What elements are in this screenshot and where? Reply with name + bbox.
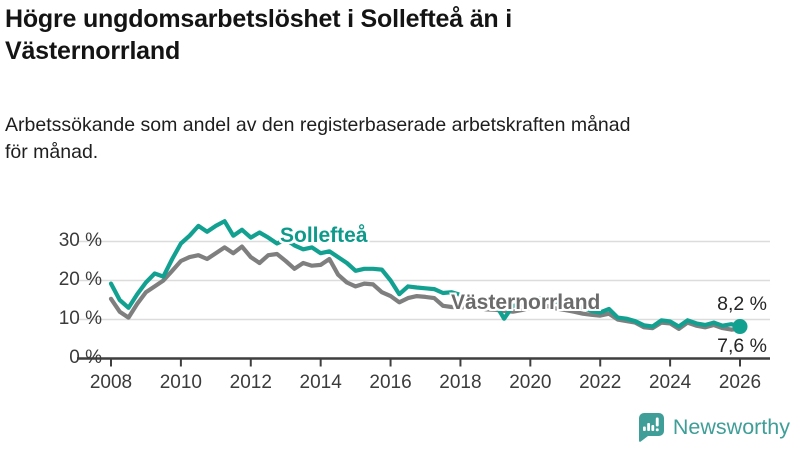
end-value-label-solleftea: 8,2 %	[717, 293, 767, 315]
x-tick-label: 2016	[369, 372, 412, 393]
bar-chart-glyph	[642, 417, 659, 432]
newsworthy-bubble-icon	[638, 413, 664, 442]
newsworthy-wordmark: Newsworthy	[672, 414, 790, 439]
x-tick-label: 2008	[89, 372, 133, 393]
y-tick-label: 0 %	[69, 346, 102, 368]
newsworthy-logo: Newsworthy	[637, 412, 790, 442]
chart-subtitle: Arbetssökande som andel av den registerb…	[5, 112, 630, 166]
series-label-solleftea: Sollefteå	[280, 224, 368, 247]
chart-title: Högre ungdomsarbetslöshet i Sollefteå än…	[5, 4, 512, 68]
series-label-vasternorrland: Västernorrland	[451, 291, 601, 314]
x-tick-label: 2026	[718, 372, 762, 393]
y-tick-label: 10 %	[58, 307, 102, 329]
plot-canvas	[77, 219, 770, 367]
x-tick-label: 2014	[299, 372, 342, 393]
chart-title-line-1: Högre ungdomsarbetslöshet i Sollefteå än…	[5, 5, 512, 33]
x-tick-label: 2024	[648, 372, 692, 393]
chart-title-line-2: Västernorrland	[5, 36, 181, 65]
x-tick-label: 2020	[509, 372, 552, 393]
y-tick-label: 30 %	[58, 229, 102, 251]
x-tick-label: 2010	[159, 372, 203, 393]
end-value-label-vasternorrland: 7,6 %	[717, 335, 767, 357]
x-tick-label: 2022	[579, 372, 622, 393]
x-tick-label: 2012	[229, 372, 272, 393]
chart-subtitle-line-2: för månad.	[5, 140, 99, 163]
chart-subtitle-line-1: Arbetssökande som andel av den registerb…	[5, 114, 631, 136]
x-tick-label: 2018	[439, 372, 482, 393]
y-tick-label: 20 %	[58, 268, 102, 290]
